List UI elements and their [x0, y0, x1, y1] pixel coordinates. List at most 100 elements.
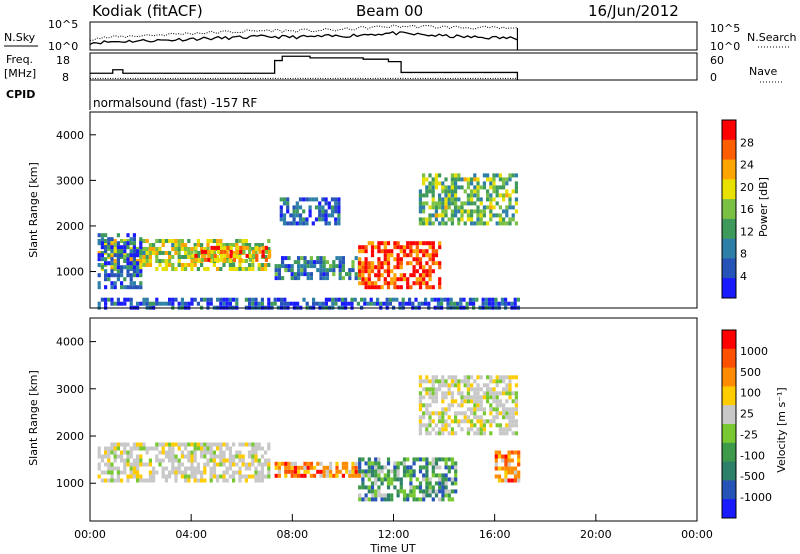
vel-plot-cell	[505, 411, 509, 416]
vel-plot-cell	[209, 470, 213, 475]
power-plot-cell	[337, 217, 341, 222]
vel-plot-cell	[383, 477, 387, 482]
vel-plot-cell	[473, 399, 477, 404]
power-plot-cell	[142, 263, 146, 267]
vel-plot-cell	[171, 446, 175, 451]
power-plot-cell	[479, 185, 483, 190]
vel-plot-cell	[466, 419, 470, 424]
vel-plot-cell	[428, 415, 432, 420]
vel-plot-cell	[361, 497, 365, 502]
power-plot-cell	[104, 285, 108, 290]
power-colorbar-label: Power [dB]	[757, 177, 770, 237]
vel-plot-cell	[139, 458, 143, 463]
power-plot-cell	[123, 259, 127, 263]
vel-plot-cell	[209, 446, 213, 451]
power-plot-cell	[319, 264, 323, 269]
vel-plot-cell	[222, 470, 226, 475]
vel-plot-cell	[142, 442, 146, 447]
vel-plot-cell	[123, 458, 127, 463]
vel-plot-cell	[180, 462, 184, 467]
vel-plot-cell	[495, 411, 499, 416]
vel-plot-cell	[193, 478, 197, 483]
vel-plot-cell	[187, 458, 191, 463]
vel-plot-cell	[225, 446, 229, 451]
power-plot-cell	[180, 297, 184, 302]
vel-plot-cell	[428, 391, 432, 396]
vel-plot-cell	[418, 395, 422, 400]
vel-plot-cell	[422, 395, 426, 400]
vel-plot-cell	[447, 391, 451, 396]
vel-plot-cell	[498, 423, 502, 428]
power-plot-cell	[184, 263, 188, 267]
vel-plot-cell	[431, 497, 435, 502]
vel-plot-cell	[142, 462, 146, 467]
vel-plot-cell	[100, 454, 104, 459]
power-plot-cell	[235, 267, 239, 271]
power-plot-cell	[177, 243, 181, 247]
power-plot-cell	[358, 261, 362, 266]
vel-plot-cell	[513, 478, 518, 483]
power-plot-cell	[422, 181, 426, 186]
power-plot-cell	[305, 197, 309, 202]
power-colorbar-swatch	[722, 139, 736, 161]
power-plot-cell	[194, 257, 198, 262]
power-plot-cell	[206, 267, 210, 271]
power-plot-cell	[476, 221, 480, 226]
vel-plot-cell	[393, 477, 397, 482]
power-plot-cell	[331, 297, 335, 302]
vel-plot-cell	[200, 470, 204, 475]
vel-plot-cell	[142, 478, 146, 483]
velocity-colorbar-tick-label: -100	[740, 449, 765, 462]
vel-plot-cell	[367, 469, 371, 474]
vel-plot-cell	[441, 497, 445, 502]
power-plot-cell	[479, 201, 483, 206]
vel-plot-cell	[486, 375, 490, 380]
power-plot-cell	[473, 177, 477, 182]
vel-plot-cell	[473, 395, 477, 400]
power-plot-cell	[489, 181, 493, 186]
power-plot-cell	[337, 209, 341, 214]
power-plot-cell	[511, 217, 515, 222]
power-plot-cell	[174, 247, 178, 251]
power-plot-cell	[225, 301, 229, 306]
vel-plot-cell	[412, 473, 416, 478]
power-plot-cell	[428, 269, 432, 274]
vel-plot-cell	[444, 477, 448, 482]
noise-right-tick-top: 10^5	[710, 22, 740, 35]
power-plot-cell	[431, 285, 435, 290]
power-plot-cell	[491, 301, 495, 306]
vel-plot-cell	[514, 423, 518, 428]
vel-plot-cell	[97, 474, 101, 479]
power-plot-cell	[409, 261, 413, 266]
vel-plot-cell	[364, 493, 368, 498]
power-plot-cell	[466, 185, 470, 190]
power-plot-cell	[300, 272, 304, 277]
power-plot-cell	[364, 285, 368, 290]
power-plot-cell	[232, 267, 236, 271]
vel-plot-cell	[190, 442, 194, 447]
power-plot-cell	[254, 243, 258, 247]
power-plot-cell	[113, 259, 117, 263]
power-plot-cell	[306, 276, 310, 281]
power-plot-cell	[126, 233, 130, 238]
power-plot-cell	[248, 267, 252, 271]
vel-plot-cell	[489, 387, 493, 392]
vel-plot-cell	[377, 457, 381, 462]
power-plot-cell	[110, 269, 114, 274]
power-plot-cell	[110, 245, 114, 250]
vel-plot-cell	[212, 454, 216, 459]
vel-plot-cell	[428, 461, 432, 466]
vel-plot-cell	[454, 375, 458, 380]
power-plot-cell	[383, 245, 387, 250]
power-plot-cell	[110, 243, 114, 247]
vel-plot-cell	[431, 399, 435, 404]
vel-plot-cell	[460, 391, 464, 396]
power-plot-cell	[369, 297, 373, 302]
power-plot-cell	[450, 201, 454, 206]
power-plot-cell	[434, 205, 438, 210]
power-plot-cell	[492, 213, 496, 218]
vel-plot-cell	[126, 458, 130, 463]
vel-plot-cell	[200, 446, 204, 451]
power-plot-cell	[508, 173, 512, 178]
